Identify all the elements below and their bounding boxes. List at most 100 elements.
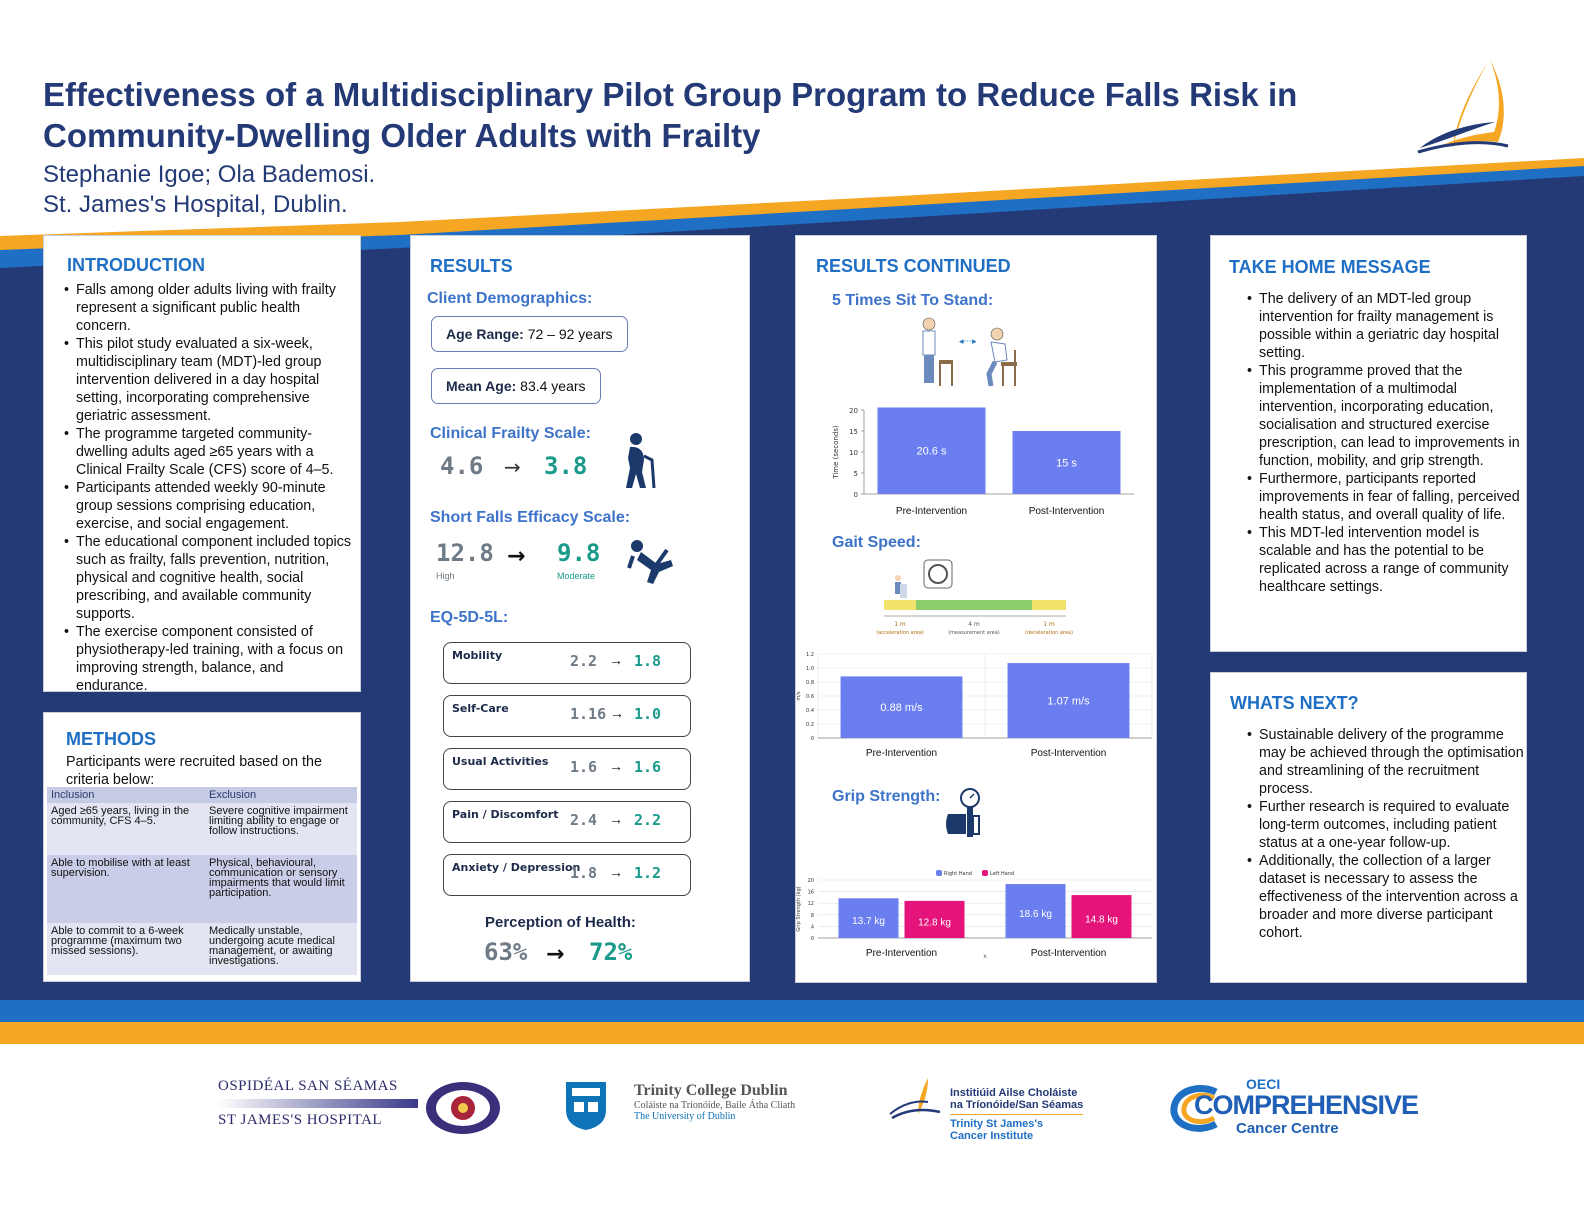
y-tick-label: 0 — [854, 491, 858, 499]
x-tick-label: Post-Intervention — [1031, 748, 1107, 759]
y-tick-label: 20 — [808, 878, 814, 884]
sit-to-stand-chart: Time (seconds) 0 5 10 15 20 20.6 s Pre-Interven… — [832, 407, 1134, 517]
data-label: 15 s — [1056, 458, 1077, 470]
legend-label: Left Hand — [990, 871, 1014, 877]
eq-after: 1.2 — [634, 864, 662, 882]
authors: Stephanie Igoe; Ola Bademosi. — [43, 161, 376, 188]
eq-arrow: → — [609, 652, 623, 668]
data-label: 1.07 m/s — [1047, 696, 1090, 708]
grip-heading: Grip Strength: — [832, 788, 941, 805]
data-label: 12.8 kg — [918, 917, 951, 928]
col-exclusion: Exclusion — [209, 789, 257, 801]
list-item: The educational component included topic… — [64, 533, 356, 623]
legend-label: Right Hand — [944, 871, 972, 877]
sfes-after-note: Moderate — [557, 571, 596, 581]
eq-after: 1.8 — [634, 652, 662, 670]
legend-swatch — [982, 870, 988, 876]
results-continued-heading: RESULTS CONTINUED — [816, 256, 1011, 276]
sfes-after: 9.8 — [557, 539, 601, 567]
list-item: The exercise component consisted of phys… — [64, 623, 356, 695]
y-tick-label: 0.4 — [806, 708, 814, 714]
list-item: Participants attended weekly 90-minute g… — [64, 479, 356, 533]
list-item: Further research is required to evaluate… — [1247, 798, 1525, 852]
bar — [1007, 663, 1130, 738]
bar — [904, 900, 965, 938]
sjh-line2: ST JAMES'S HOSPITAL — [218, 1112, 383, 1128]
y-tick-label: 15 — [849, 428, 858, 436]
age-range-pill: Age Range: 72 – 92 years — [431, 316, 628, 352]
y-tick-label: 4 — [811, 924, 814, 930]
results-heading: RESULTS — [430, 256, 513, 276]
gait-label-2: 4 m — [968, 621, 980, 628]
y-tick-label: 16 — [808, 890, 814, 896]
tcd-line2: Coláiste na Tríonóide, Baile Átha Cliath — [634, 1100, 796, 1111]
x-tick-label: Post-Intervention — [1029, 506, 1105, 517]
y-tick-label: 20 — [849, 407, 858, 415]
eq-arrow: → — [609, 758, 623, 774]
methods-intro: Participants were recruited based on the… — [66, 754, 322, 788]
y-tick-label: 0 — [811, 936, 814, 942]
eq-arrow: → — [609, 864, 623, 880]
list-item: Additionally, the collection of a larger… — [1247, 852, 1525, 942]
demographics-heading: Client Demographics: — [427, 290, 593, 307]
x-tick-label: Pre-Intervention — [866, 948, 937, 959]
eq-before: 1.16 — [570, 705, 607, 723]
cfs-heading: Clinical Frailty Scale: — [430, 425, 591, 442]
take-home-heading: TAKE HOME MESSAGE — [1229, 257, 1431, 277]
affiliation: St. James's Hospital, Dublin. — [43, 191, 348, 218]
table-cell: Severe cognitive impairment limiting abi… — [209, 805, 348, 837]
gait-sublabel-2: (measurement area) — [948, 630, 1000, 636]
list-item: This pilot study evaluated a six-week, m… — [64, 335, 356, 425]
bar — [1012, 431, 1121, 494]
sfes-before-note: High — [436, 571, 455, 581]
y-axis-label: Time (seconds) — [832, 425, 840, 480]
sjh-line1: OSPIDÉAL SAN SÉAMAS — [218, 1078, 398, 1094]
mean-age-value: 83.4 years — [520, 378, 586, 394]
sts-heading: 5 Times Sit To Stand: — [832, 292, 994, 309]
eq-heading: EQ-5D-5L: — [430, 609, 509, 626]
x-tick-label: Post-Intervention — [1031, 948, 1107, 959]
poh-arrow: → — [546, 942, 565, 967]
cfs-after: 3.8 — [544, 452, 588, 480]
eq-arrow: → — [610, 705, 624, 721]
gait-sublabel-3: (deceleration area) — [1025, 630, 1073, 636]
list-item: Sustainable delivery of the programme ma… — [1247, 726, 1525, 798]
data-label: 0.88 m/s — [880, 702, 923, 714]
y-tick-label: 10 — [849, 449, 858, 457]
stjci-line4: Cancer Institute — [950, 1130, 1034, 1142]
eq-arrow: → — [609, 811, 623, 827]
introduction-panel: INTRODUCTION Falls among older adults li… — [43, 235, 361, 695]
table-cell: Medically unstable, undergoing acute med… — [209, 925, 335, 967]
eq-after: 2.2 — [634, 811, 662, 829]
table-cell: Aged ≥65 years, living in the community,… — [51, 805, 190, 827]
y-tick-label: 1.0 — [806, 666, 814, 672]
eq-after: 1.0 — [634, 705, 662, 723]
gait-speed-diagram: 1 m 4 m 1 m (acceleration area) (measure… — [876, 559, 1073, 636]
oeci-main: COMPREHENSIVE — [1194, 1090, 1419, 1120]
eq-label: Usual Activities — [452, 755, 549, 768]
x-axis-marker: x — [983, 953, 987, 960]
stjci-line2: na Tríonóide/San Séamas — [950, 1099, 1084, 1115]
data-label: 20.6 s — [917, 446, 947, 458]
eq-label: Mobility — [452, 649, 503, 662]
mean-age-pill: Mean Age: 83.4 years — [431, 368, 601, 404]
gait-heading: Gait Speed: — [832, 534, 921, 551]
falling-person-icon — [627, 540, 673, 584]
sfes-before: 12.8 — [436, 539, 494, 567]
list-item: This programme proved that the implement… — [1247, 362, 1521, 470]
y-tick-label: 5 — [854, 470, 858, 478]
y-tick-label: 0 — [811, 736, 814, 742]
eq-row-pain-discomfort: Pain / Discomfort 2.4 → 2.2 — [443, 801, 691, 843]
eq-before: 1.8 — [570, 864, 598, 882]
eq-label: Pain / Discomfort — [452, 808, 559, 821]
elderly-person-icon — [626, 433, 656, 489]
y-tick-label: 1.2 — [806, 652, 814, 658]
table-cell: Able to mobilise with at least supervisi… — [51, 857, 190, 879]
stjci-logo-text: Institiúid Ailse Choláiste na Tríonóide/… — [950, 1087, 1084, 1142]
list-item: Furthermore, participants reported impro… — [1247, 470, 1521, 524]
grip-strength-chart: Grip Strength (kg) 0 4 8 12 16 20 Right Hand Lef… — [796, 870, 1152, 960]
whats-next-panel: WHATS NEXT? Sustainable delivery of the … — [1210, 672, 1527, 983]
table-cell: Able to commit to a 6-week programme (ma… — [51, 925, 184, 957]
cfs-arrow: → — [504, 455, 521, 479]
